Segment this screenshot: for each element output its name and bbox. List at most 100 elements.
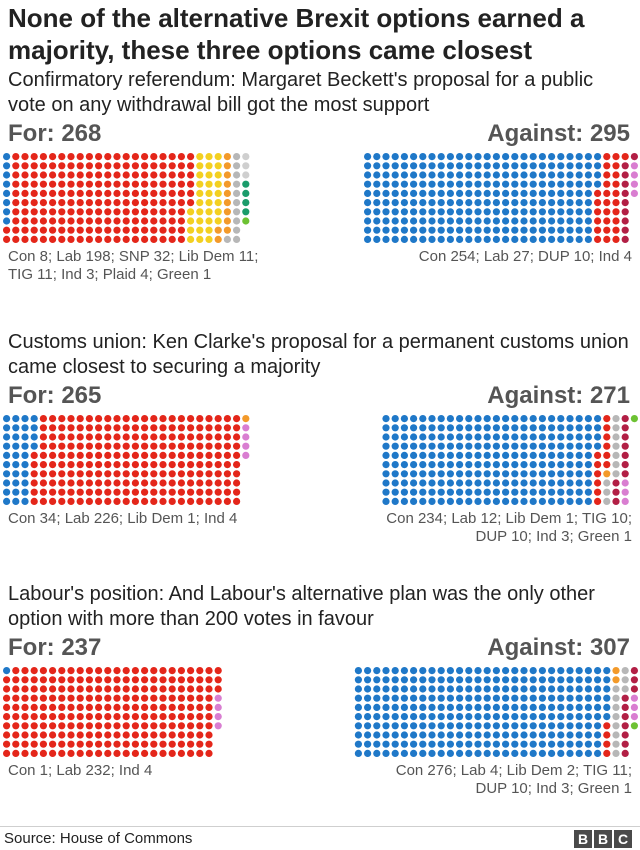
vote-dot — [76, 235, 84, 243]
vote-dot — [437, 703, 445, 711]
vote-dot — [520, 722, 528, 730]
vote-dot — [196, 479, 204, 487]
vote-dot — [584, 153, 592, 161]
against-dot-grid — [382, 415, 638, 505]
vote-dot — [3, 676, 11, 684]
vote-dot — [502, 424, 510, 432]
vote-dot — [168, 722, 176, 730]
vote-dot — [122, 470, 130, 478]
vote-dot — [3, 713, 11, 721]
vote-dot — [557, 433, 565, 441]
vote-dot — [456, 199, 464, 207]
vote-dot — [205, 749, 213, 757]
vote-dot — [76, 713, 84, 721]
vote-dot — [511, 424, 519, 432]
vote-dot — [456, 703, 464, 711]
vote-dot — [538, 740, 546, 748]
vote-dot — [603, 162, 611, 170]
vote-dot — [30, 415, 38, 423]
vote-dot — [214, 171, 222, 179]
vote-dot — [548, 226, 556, 234]
vote-dot — [483, 667, 491, 675]
vote-dot — [58, 199, 66, 207]
vote-dot — [419, 740, 427, 748]
vote-dot — [159, 226, 167, 234]
vote-dot — [85, 667, 93, 675]
vote-dot — [428, 180, 436, 188]
vote-dot — [621, 153, 629, 161]
vote-dot — [49, 685, 57, 693]
vote-dot — [159, 180, 167, 188]
vote-dot — [594, 703, 602, 711]
vote-dot — [141, 461, 149, 469]
against-dot-grid — [354, 667, 638, 757]
vote-dot — [630, 189, 638, 197]
vote-dot — [214, 451, 222, 459]
vote-dot — [612, 208, 620, 216]
vote-dot — [21, 703, 29, 711]
vote-dot — [58, 722, 66, 730]
vote-dot — [131, 208, 139, 216]
vote-dot — [584, 208, 592, 216]
vote-dot — [196, 497, 204, 505]
vote-dot — [594, 226, 602, 234]
vote-dot — [95, 479, 103, 487]
vote-dot — [400, 451, 408, 459]
vote-dot — [177, 497, 185, 505]
vote-dot — [122, 171, 130, 179]
vote-dot — [67, 713, 75, 721]
vote-dot — [419, 694, 427, 702]
vote-dot — [382, 442, 390, 450]
vote-dot — [566, 180, 574, 188]
vote-dot — [557, 171, 565, 179]
vote-dot — [400, 162, 408, 170]
vote-dot — [548, 442, 556, 450]
vote-dot — [446, 722, 454, 730]
vote-dot — [621, 461, 629, 469]
vote-dot — [177, 685, 185, 693]
vote-dot — [85, 685, 93, 693]
vote-dot — [141, 731, 149, 739]
vote-dot — [428, 497, 436, 505]
vote-dot — [214, 162, 222, 170]
vote-dot — [428, 694, 436, 702]
vote-dot — [584, 676, 592, 684]
vote-dot — [214, 488, 222, 496]
vote-dot — [373, 676, 381, 684]
vote-dot — [49, 415, 57, 423]
vote-dot — [612, 217, 620, 225]
vote-dot — [419, 433, 427, 441]
vote-dot — [76, 722, 84, 730]
vote-dot — [621, 162, 629, 170]
vote-dot — [187, 424, 195, 432]
vote-dot — [529, 180, 537, 188]
vote-dot — [584, 199, 592, 207]
vote-dot — [3, 235, 11, 243]
vote-dot — [483, 470, 491, 478]
vote-dot — [21, 694, 29, 702]
vote-dot — [159, 433, 167, 441]
vote-dot — [520, 685, 528, 693]
vote-dot — [603, 217, 611, 225]
vote-dot — [529, 442, 537, 450]
vote-dot — [58, 415, 66, 423]
vote-dot — [177, 667, 185, 675]
vote-dot — [76, 488, 84, 496]
vote-dot — [575, 731, 583, 739]
vote-dot — [419, 189, 427, 197]
vote-dot — [159, 451, 167, 459]
vote-dot — [437, 470, 445, 478]
vote-dot — [391, 722, 399, 730]
vote-dot — [85, 461, 93, 469]
vote-dot — [12, 189, 20, 197]
vote-dot — [538, 676, 546, 684]
vote-dot — [594, 497, 602, 505]
vote-dot — [113, 235, 121, 243]
vote-dot — [446, 180, 454, 188]
vote-dot — [49, 713, 57, 721]
vote-dot — [483, 451, 491, 459]
vote-dot — [538, 694, 546, 702]
vote-dot — [168, 676, 176, 684]
vote-dot — [419, 226, 427, 234]
vote-dot — [21, 667, 29, 675]
